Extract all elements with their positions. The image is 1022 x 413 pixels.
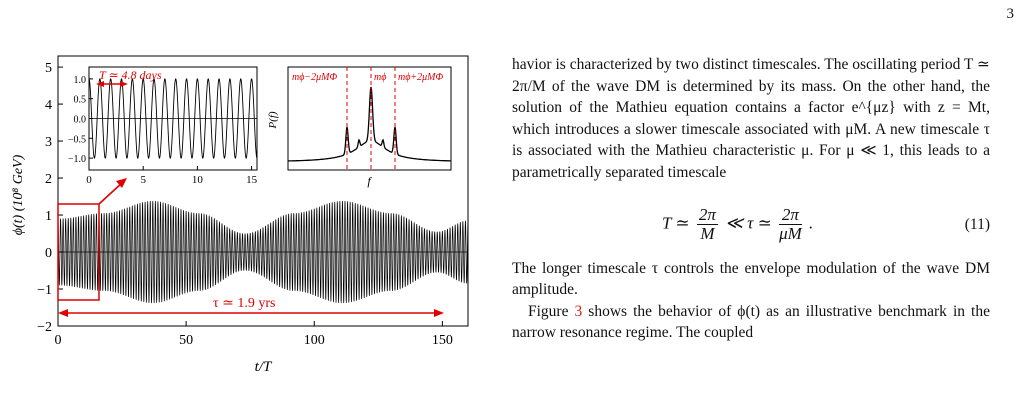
paragraph-2: The longer timescale τ controls the enve…	[512, 259, 990, 299]
peak-label-upper: mϕ+2μMΦ	[398, 72, 443, 83]
x-tick-label: 50	[179, 333, 193, 348]
main-y-axis-label: ϕ(t) (10⁸ GeV)	[11, 154, 26, 235]
eq-mid: ≪ τ ≃	[725, 212, 772, 232]
equation-body: T ≃ 2π M ≪ τ ≃ 2π μM .	[662, 204, 814, 243]
y-tick-label: 0	[45, 246, 52, 261]
eq-fraction-2: 2π μM	[779, 205, 802, 243]
eq-frac1-num: 2π	[696, 204, 718, 225]
y-tick-label: 5	[45, 61, 52, 76]
inset-time-series: 0 5 10 15 1.0 0.5 0.0 −0.5 −1.0 T ≃ 4.8 days	[68, 66, 258, 186]
eq-frac2-num: 2π	[779, 205, 802, 225]
y-tick-label: 2	[45, 172, 52, 187]
eq-lhs: T ≃	[662, 212, 690, 232]
equation-11: T ≃ 2π M ≪ τ ≃ 2π μM . (11)	[512, 200, 990, 248]
inset-spectrum: mϕ−2μMΦ mϕ mϕ+2μMΦ P(f) f	[267, 66, 452, 188]
y-tick-label: 3	[45, 135, 52, 150]
figure-ref[interactable]: 3	[574, 302, 583, 320]
x-tick-label: 0	[55, 333, 62, 348]
period-label: T ≃ 4.8 days	[99, 68, 162, 82]
main-wave-line	[57, 200, 469, 304]
spectrum-x-label: f	[367, 174, 372, 188]
tau-arrow-right-head	[434, 309, 444, 317]
paragraph-1: havior is characterized by two distinct …	[512, 56, 990, 181]
eq-fraction-1: 2π M	[696, 204, 718, 243]
main-x-axis-label: t/T	[255, 359, 273, 375]
inset-x-tick-label: 10	[192, 174, 204, 186]
spectrum-curve	[288, 86, 451, 162]
inset-x-tick-label: 15	[246, 174, 258, 186]
inset-y-tick-label: −1.0	[68, 154, 86, 165]
spectrum-y-label: P(f)	[267, 111, 279, 129]
paragraph-3: Figure 3 shows the behavior of ϕ(t) as a…	[512, 301, 990, 344]
equation-number: (11)	[964, 215, 990, 233]
eq-frac1-den: M	[700, 223, 715, 243]
inset-wave-series	[88, 78, 258, 159]
period-arrow-left	[96, 81, 104, 87]
y-tick-label: 4	[45, 98, 52, 113]
peak-label-lower: mϕ−2μMΦ	[292, 72, 337, 83]
text-column: havior is characterized by two distinct …	[512, 54, 990, 344]
inset-y-tick-label: 0.0	[74, 115, 87, 126]
eq-end: .	[809, 212, 814, 232]
inset-left-ticks: 0 5 10 15 1.0 0.5 0.0 −0.5 −1.0	[68, 75, 258, 186]
x-tick-label: 150	[432, 333, 453, 348]
page-number: 3	[1006, 6, 1015, 22]
main-axes-frame	[57, 55, 469, 327]
inset-y-tick-label: 0.5	[74, 95, 87, 106]
y-tick-label: −2	[37, 320, 52, 335]
zoom-box	[57, 203, 100, 301]
period-arrow-right	[120, 81, 128, 87]
x-tick-label: 100	[304, 333, 325, 348]
inset-x-tick-label: 0	[86, 174, 92, 186]
main-wave-series	[57, 200, 469, 304]
inset-y-tick-label: 1.0	[74, 75, 87, 86]
tau-arrow-left-head	[58, 309, 68, 317]
zoom-arrow	[98, 181, 124, 205]
y-tick-label: 1	[45, 209, 52, 224]
para3-pre: Figure	[528, 302, 575, 320]
zoom-arrow-head	[116, 178, 127, 188]
inset-y-tick-label: −0.5	[68, 134, 86, 145]
tau-label: τ ≃ 1.9 yrs	[213, 296, 275, 311]
para3-post: shows the behavior of ϕ(t) as an illustr…	[512, 302, 990, 342]
peak-label-center: mϕ	[374, 72, 386, 83]
inset-x-tick-label: 5	[140, 174, 146, 186]
eq-frac2-den: μM	[779, 223, 802, 243]
y-tick-label: −1	[37, 283, 52, 298]
